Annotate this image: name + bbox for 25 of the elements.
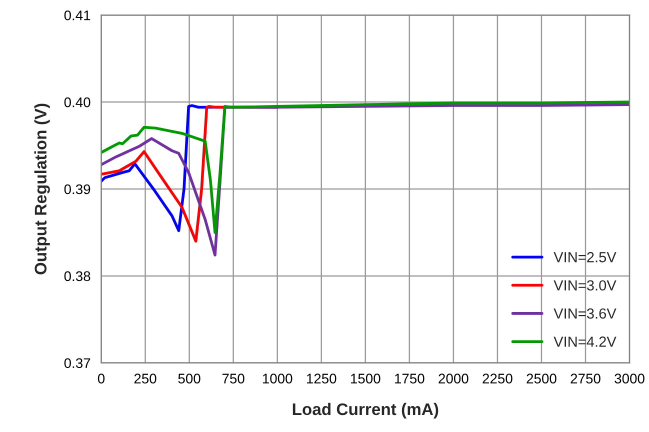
legend-label: VIN=3.0V [554,280,616,291]
x-tick-label: 750 [222,374,244,384]
x-tick-label: 1250 [306,374,336,384]
x-tick-label: 2750 [570,374,600,384]
x-tick-label: 2500 [526,374,556,384]
y-tick-label: 0.39 [64,184,90,194]
y-tick-label: 0.40 [64,97,90,108]
x-tick-label: 3000 [614,374,644,384]
y-axis-title: Output Regulation (V) [34,104,50,274]
x-tick-label: 2000 [438,374,468,384]
x-tick-label: 2250 [482,374,512,384]
legend-label: VIN=4.2V [554,336,616,347]
y-tick-label: 0.38 [64,271,90,282]
y-tick-label: 0.41 [64,10,90,20]
x-tick-label: 250 [134,374,156,384]
x-tick-label: 500 [178,374,200,384]
x-axis-title: Load Current (mA) [292,402,438,418]
legend-label: VIN=3.6V [554,308,616,319]
line-series [101,100,630,234]
x-tick-label: 1500 [351,374,380,384]
y-tick-label: 0.37 [64,358,90,368]
legend-label: VIN=2.5V [554,252,616,262]
x-tick-label: 0 [98,374,105,384]
x-tick-label: 1750 [395,374,424,384]
x-tick-label: 1000 [262,374,292,384]
